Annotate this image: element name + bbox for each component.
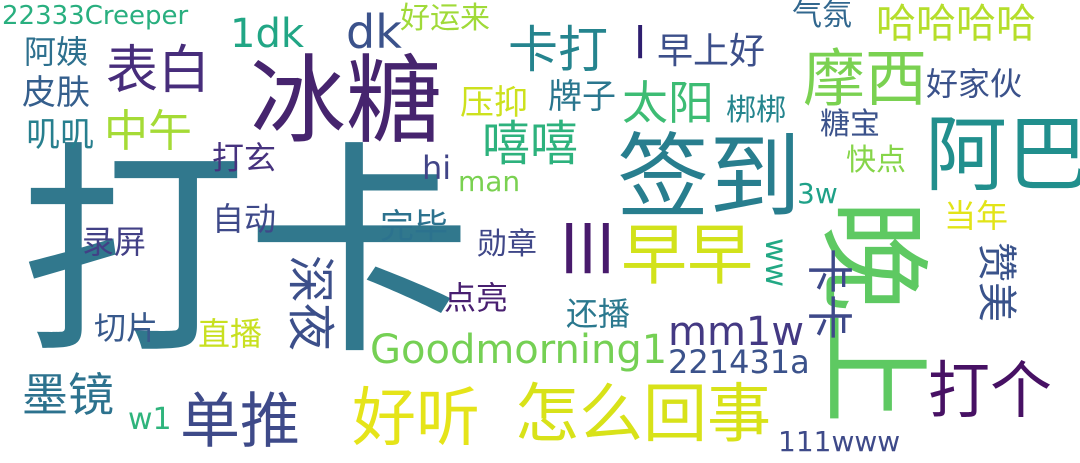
word-biaobai: 表白 [106,41,211,101]
word-pifu: 皮肤 [22,73,90,113]
word-zaoshanghao: 早上好 [657,31,766,72]
word-qifen: 气氛 [792,0,852,33]
word-kada: 卡打 [508,21,608,79]
word-zhibo: 直播 [198,315,263,353]
word-kaka: 卡卡 [802,248,856,340]
word-taiyang: 太阳 [622,76,714,130]
word-221431a: 221431a [668,343,810,381]
word-mm1w: mm1w [668,309,805,355]
word-huanbo: 还播 [566,295,631,333]
word-zenmehuishi: 怎么回事 [515,378,771,452]
word-zhongwu: 中午 [104,106,192,157]
word-shenye: 深夜 [282,255,338,352]
word-3w: 3w [797,177,838,210]
word-22333creeper: 22333Creeper [2,1,189,31]
word-yayi: 压抑 [460,83,528,123]
word-wanbi: 完毕 [380,207,448,247]
word-zanmei: 赞美 [973,242,1019,322]
word-dantui: 单推 [180,387,300,457]
word-dk: dk [346,5,402,59]
word-goodmorning1: Goodmorning1 [370,327,668,373]
word-xunzhang: 勋章 [477,227,537,262]
word-lll: lll [560,212,616,289]
word-hahahaha: 哈哈哈哈 [876,1,1036,47]
word-paizi: 牌子 [548,77,616,117]
word-luping: 录屏 [82,223,147,261]
word-aba: 阿巴 [925,108,1080,203]
word-w1: w1 [128,402,172,437]
word-moxi: 摩西 [803,42,928,115]
word-dianliang: 点亮 [444,279,509,317]
word-xixi: 嘻嘻 [482,116,579,172]
word-bangbang: 梆梆 [726,93,786,128]
word-haojiahuo: 好家伙 [926,65,1023,103]
word-daxuan: 打玄 [212,139,277,177]
word-mojing: 墨镜 [22,368,114,422]
word-dangnian: 当年 [944,197,1009,235]
word-111www: 111www [778,425,901,458]
word-ayi: 阿姨 [24,33,89,71]
word-tangbao: 糖宝 [820,107,880,142]
word-qiepian: 切片 [94,309,159,347]
word-haoyunlai: 好运来 [400,1,490,36]
word-kuaidian: 快点 [846,143,906,178]
word-l: l [634,18,647,69]
word-haoting: 好听 [352,382,480,456]
word-man: man [458,165,521,198]
word-qiandao: 签到 [617,124,802,231]
word-1dk: 1dk [230,11,305,57]
word-ww: ww [758,238,793,288]
word-dakai: 打卡 [20,123,473,386]
word-zidong: 自动 [212,200,277,238]
word-zaozao: 早早 [621,217,753,294]
word-dage: 打个 [928,354,1053,427]
word-bingtang: 冰糖 [250,45,442,157]
word-jiji: 叽叽 [26,115,94,155]
word-hi: hi [422,149,452,187]
